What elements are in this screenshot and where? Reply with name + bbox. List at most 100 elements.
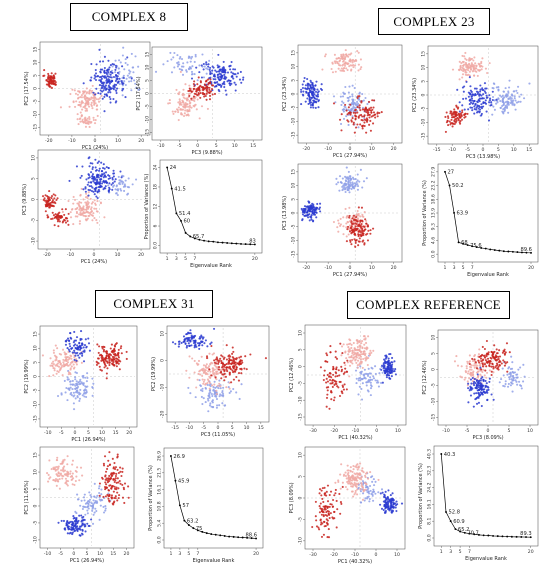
point-light-blue	[344, 190, 347, 194]
point-light-blue	[206, 397, 210, 400]
point-red	[338, 394, 342, 398]
point-red	[453, 122, 456, 126]
point-blue	[481, 97, 484, 100]
point-red	[115, 488, 118, 491]
point-light-blue	[84, 392, 87, 395]
point-blue	[223, 73, 226, 76]
point-red	[352, 123, 355, 126]
point-light-blue	[178, 57, 181, 60]
y-tick-label: -15	[291, 131, 297, 139]
point-light-blue	[186, 61, 189, 64]
point-pink	[472, 67, 475, 70]
point-light-blue	[124, 62, 127, 65]
point-blue	[107, 91, 110, 94]
point-blue	[311, 103, 314, 106]
point-red	[43, 199, 46, 202]
point-blue	[105, 71, 108, 74]
scree-point	[183, 519, 186, 522]
point-red	[334, 356, 337, 359]
point-pink	[81, 474, 84, 477]
point-red	[231, 352, 234, 355]
point-light-blue	[352, 178, 355, 181]
point-red	[120, 352, 123, 355]
point-light-blue	[97, 487, 101, 490]
point-light-blue	[515, 380, 518, 383]
point-light-blue	[199, 384, 203, 388]
point-pink	[87, 211, 90, 214]
point-blue	[82, 82, 85, 85]
x-tick-label: 15	[526, 147, 532, 153]
point-pink	[54, 466, 57, 469]
complex-23-title: COMPLEX 23	[378, 8, 490, 35]
y-tick-label: 12	[153, 204, 159, 210]
point-blue	[107, 174, 110, 177]
point-pink	[345, 222, 348, 225]
point-pink	[172, 112, 175, 115]
point-pink	[350, 346, 353, 350]
point-pink	[220, 368, 223, 372]
point-pink	[70, 365, 73, 368]
point-pink	[365, 219, 368, 222]
point-blue	[479, 108, 482, 111]
point-pink	[215, 372, 218, 375]
point-blue	[97, 185, 100, 189]
point-red	[245, 368, 248, 371]
point-light-blue	[519, 366, 522, 369]
point-light-blue	[122, 46, 125, 49]
point-blue	[80, 330, 83, 333]
point-red	[344, 103, 347, 106]
point-red	[121, 496, 125, 499]
x-tick-label: -10	[186, 425, 194, 431]
point-blue	[99, 180, 102, 183]
point-red	[228, 354, 231, 357]
point-light-blue	[176, 61, 179, 65]
point-light-blue	[499, 99, 502, 103]
point-red	[46, 205, 49, 208]
point-blue	[387, 361, 390, 364]
point-red	[326, 354, 329, 357]
point-blue	[200, 76, 204, 79]
point-pink	[364, 357, 367, 360]
point-blue	[103, 167, 106, 170]
point-pink	[79, 194, 82, 197]
plot-frame	[163, 447, 264, 549]
point-pink	[470, 371, 473, 374]
point-blue	[195, 345, 198, 348]
y-tick-label: -15	[145, 129, 151, 137]
point-blue	[391, 356, 394, 360]
point-light-blue	[137, 88, 140, 91]
point-blue	[475, 87, 478, 90]
point-red	[454, 121, 457, 124]
point-pink	[354, 59, 357, 62]
point-red	[223, 379, 226, 382]
point-blue	[195, 66, 198, 69]
point-light-blue	[503, 110, 506, 113]
point-red	[96, 343, 99, 346]
point-pink	[458, 69, 461, 72]
point-blue	[300, 88, 303, 91]
point-pink	[88, 92, 91, 95]
point-blue	[382, 367, 385, 370]
point-pink	[87, 120, 90, 123]
point-blue	[216, 66, 220, 69]
point-blue	[473, 99, 476, 102]
point-blue	[475, 90, 479, 93]
point-blue	[97, 75, 100, 78]
point-light-blue	[176, 65, 179, 68]
point-pink	[368, 352, 371, 355]
point-pink	[468, 365, 472, 368]
x-tick-label: 0	[217, 425, 220, 431]
y-tick-label: 10	[33, 59, 39, 65]
point-blue	[314, 106, 317, 109]
point-blue	[490, 104, 493, 107]
point-blue	[488, 101, 491, 104]
x-tick-label: 10	[115, 138, 121, 144]
point-light-blue	[507, 367, 510, 370]
point-light-blue	[495, 86, 498, 89]
point-light-blue	[347, 123, 350, 127]
x-tick-label: 20	[126, 430, 132, 436]
x-tick-label: -5	[58, 551, 63, 557]
x-tick-label: 5	[508, 428, 511, 434]
point-red	[45, 83, 48, 86]
